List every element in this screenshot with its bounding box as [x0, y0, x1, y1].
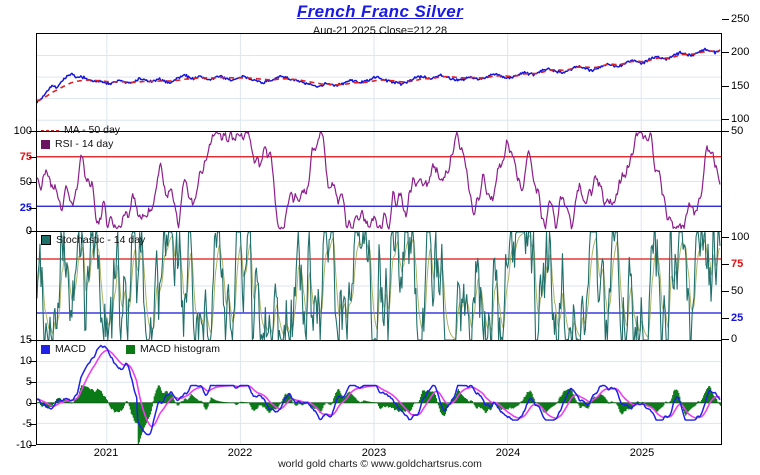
legend-label-macd-histogram: MACD histogram — [140, 343, 220, 355]
macd-plot — [37, 341, 721, 444]
stochastic-plot — [37, 232, 721, 340]
price-tick-mark — [722, 119, 729, 121]
stoch-tick-mark — [722, 339, 729, 341]
legend-stochastic-14-day: Stochastic - 14 day — [41, 234, 145, 246]
stoch-ytick-0: 0 — [731, 333, 738, 345]
stoch-tick-mark — [722, 318, 729, 320]
ma-dash-icon — [41, 129, 59, 131]
rsi-ytick-75: 75 — [19, 151, 32, 163]
price-tick-mark — [722, 52, 729, 54]
price-panel — [36, 33, 722, 131]
macd-ytick-5: 5 — [2, 377, 32, 388]
macd-ytick-neg5: -5 — [22, 418, 32, 430]
legend-macd: MACD — [41, 343, 86, 355]
macd-ytick-15: 15 — [19, 334, 32, 346]
macd-ytick-neg10: -10 — [16, 439, 32, 451]
legend-label-rsi: RSI - 14 day — [55, 138, 114, 150]
chart-title: French Franc Silver — [296, 2, 464, 21]
legend-macd-histogram: MACD histogram — [126, 343, 220, 355]
legend-label-ma: MA - 50 day — [64, 124, 121, 136]
rsi-tick-mark — [29, 231, 36, 233]
macd-tick-mark — [29, 361, 36, 363]
legend-label-macd: MACD — [55, 343, 86, 355]
stoch-left-ytick-0: 0 — [25, 225, 32, 237]
price-ytick-50: 50 — [731, 125, 744, 137]
price-tick-mark — [722, 19, 729, 21]
rsi-ytick-25: 25 — [19, 202, 32, 214]
price-tick-mark — [722, 86, 729, 88]
rsi-plot — [37, 132, 721, 231]
stoch-tick-mark — [722, 237, 729, 239]
rsi-ytick-0: 0 — [2, 226, 32, 237]
rsi-tick-mark — [29, 208, 36, 210]
macd-swatch-icon — [41, 344, 50, 354]
stochastic-panel — [36, 231, 722, 340]
rsi-ytick-50: 50 — [19, 176, 32, 188]
price-ytick-200: 200 — [731, 46, 750, 58]
macd-tick-mark — [29, 424, 36, 426]
rsi-panel — [36, 131, 722, 231]
stoch-ytick-100: 100 — [731, 231, 750, 243]
stoch-tick-mark — [722, 264, 729, 266]
rsi-tick-mark — [29, 131, 36, 133]
legend-ma-50-day: MA - 50 day — [41, 124, 120, 136]
price-ytick-250: 250 — [731, 13, 750, 25]
macd-histogram-swatch-icon — [126, 344, 135, 354]
rsi-tick-mark — [29, 182, 36, 184]
rsi-swatch-icon — [41, 139, 50, 149]
stoch-ytick-50: 50 — [731, 285, 744, 297]
price-tick-mark — [722, 131, 729, 133]
price-ytick-100: 100 — [731, 113, 750, 125]
legend-label-stochastic: Stochastic - 14 day — [56, 234, 146, 246]
macd-panel — [36, 340, 722, 445]
footer-credit: world gold charts © www.goldchartsrus.co… — [278, 458, 482, 470]
price-ytick-150: 150 — [731, 80, 750, 92]
stochastic-swatch-icon — [41, 235, 51, 245]
rsi-ytick-100: 100 — [13, 125, 32, 137]
stoch-tick-mark — [722, 291, 729, 293]
macd-ytick-0: 0 — [2, 398, 32, 409]
xtick-2022: 2022 — [227, 447, 253, 459]
xtick-2024: 2024 — [495, 447, 521, 459]
rsi-tick-mark — [29, 157, 36, 159]
stoch-ytick-75: 75 — [731, 258, 744, 270]
stoch-ytick-25: 25 — [731, 312, 744, 324]
macd-tick-mark — [29, 403, 36, 405]
xtick-2025: 2025 — [629, 447, 655, 459]
macd-tick-mark — [29, 445, 36, 447]
macd-tick-mark — [29, 382, 36, 384]
price-plot — [37, 34, 721, 131]
macd-tick-mark — [29, 340, 36, 342]
legend-rsi-14-day: RSI - 14 day — [41, 138, 113, 150]
macd-ytick-10: 10 — [19, 355, 32, 367]
xtick-2021: 2021 — [93, 447, 119, 459]
xtick-2023: 2023 — [361, 447, 387, 459]
